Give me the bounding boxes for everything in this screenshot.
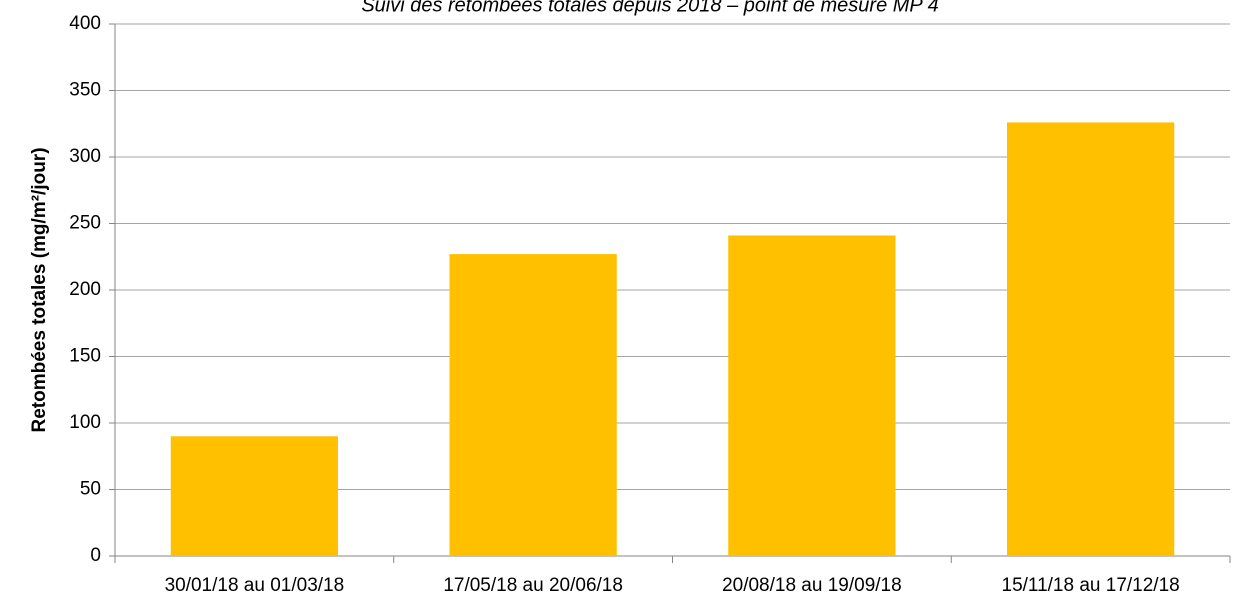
bar — [449, 254, 617, 556]
y-tick-label: 300 — [69, 146, 101, 167]
x-tick-label: 30/01/18 au 01/03/18 — [165, 575, 345, 596]
y-tick-label: 200 — [69, 279, 101, 300]
x-tick-label: 17/05/18 au 20/06/18 — [443, 575, 623, 596]
y-tick-label: 400 — [69, 13, 101, 34]
y-tick-label: 0 — [90, 545, 101, 566]
chart-title: Suivi des retombées totales depuis 2018 … — [361, 0, 938, 16]
y-tick-label: 250 — [69, 213, 101, 234]
bar — [728, 235, 896, 556]
y-axis-label: Retombées totales (mg/m²/jour) — [29, 147, 50, 432]
y-tick-label: 350 — [69, 80, 101, 101]
y-tick-label: 150 — [69, 346, 101, 367]
bar — [1007, 122, 1175, 557]
bar — [170, 436, 338, 556]
y-tick-label: 100 — [69, 412, 101, 433]
y-tick-label: 50 — [80, 479, 101, 500]
x-tick-label: 20/08/18 au 19/09/18 — [722, 575, 902, 596]
x-tick-label: 15/11/18 au 17/12/18 — [1002, 575, 1180, 596]
